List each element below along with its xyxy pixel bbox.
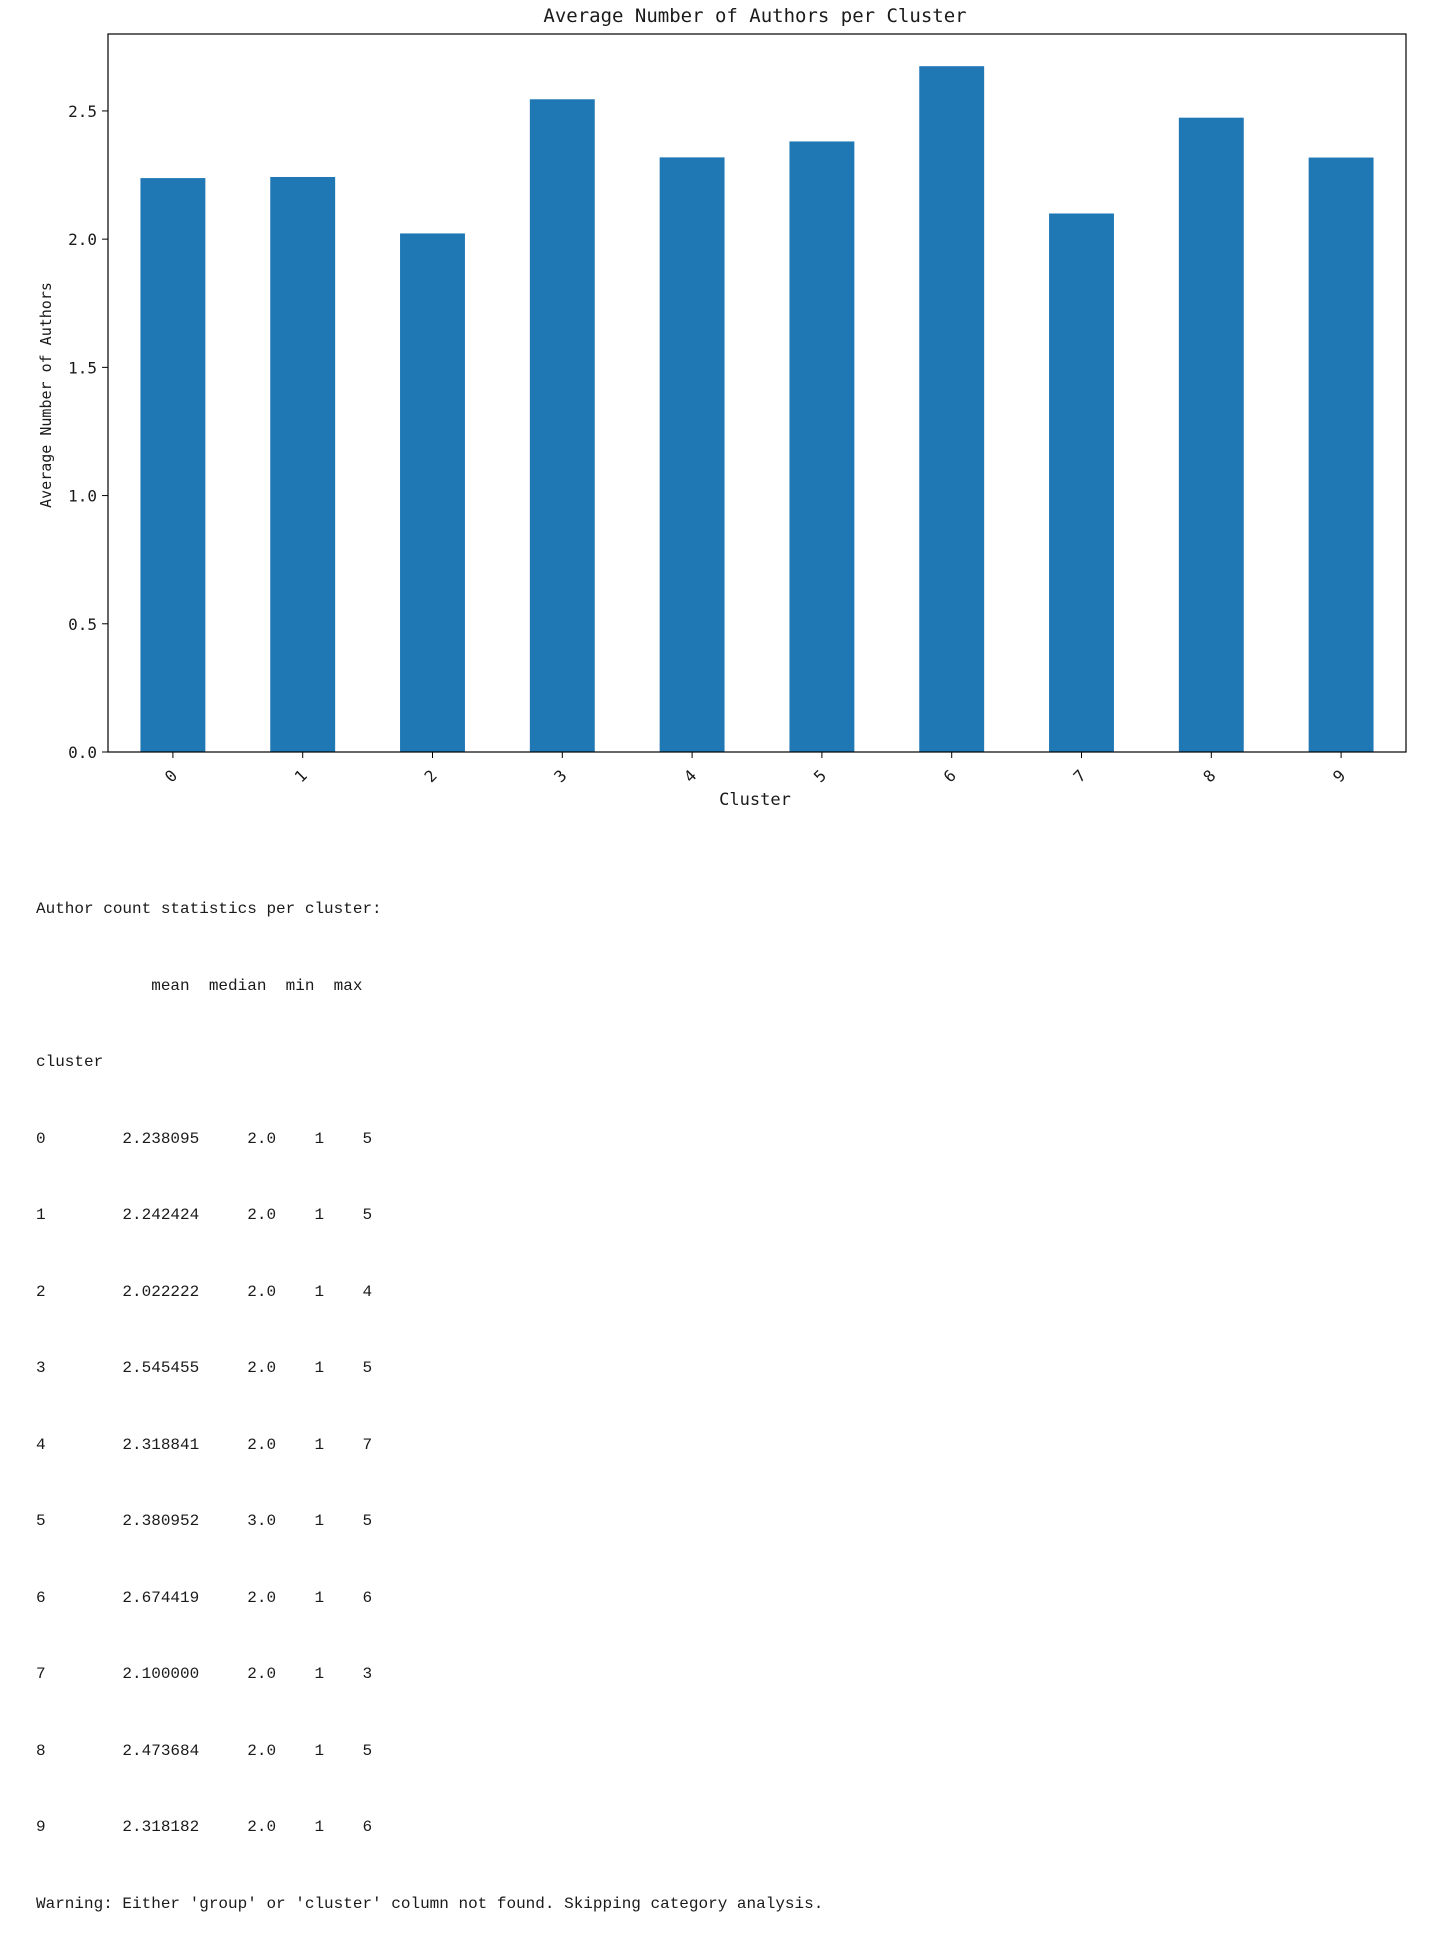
x-tick-label: 6 [940,766,960,786]
bar-cluster-7 [1049,213,1114,752]
chart-svg: Average Number of Authors per Cluster 0.… [37,5,1407,810]
x-tick-label: 7 [1069,766,1089,786]
x-tick-label: 4 [680,766,700,786]
y-tick-label: 1.5 [68,358,97,377]
bar-cluster-4 [659,157,725,752]
x-tick-label: 5 [810,766,830,786]
stats-index-name: cluster [36,1053,104,1071]
x-tick-label: 2 [420,766,440,786]
bar-cluster-0 [140,178,206,753]
stats-row: 0 2.238095 2.0 1 5 [36,1129,373,1148]
stats-row: 9 2.318182 2.0 1 6 [36,1818,373,1836]
plot-frame [107,33,1407,753]
chart-title: Average Number of Authors per Cluster [543,5,966,27]
console-output: Author count statistics per cluster: mea… [36,846,823,1943]
stats-column-header: mean median min max [36,976,363,995]
stats-row: 6 2.674419 2.0 1 6 [36,1588,373,1607]
bar-cluster-6 [919,66,985,752]
stats-row: 3 2.545455 2.0 1 5 [36,1359,373,1377]
stats-heading: Author count statistics per cluster: [36,900,382,918]
x-tick-label: 0 [161,766,181,786]
y-tick-label: 1.0 [68,487,97,506]
y-tick-label: 2.5 [68,102,97,121]
stats-row: 4 2.318841 2.0 1 7 [36,1435,373,1454]
y-tick-label: 0.5 [68,615,97,634]
bar-cluster-5 [789,141,855,752]
x-tick-label: 3 [550,766,570,786]
bar-cluster-1 [270,176,336,753]
bar-cluster-8 [1178,117,1244,753]
stats-row: 1 2.242424 2.0 1 5 [36,1206,373,1224]
y-tick-label: 2.0 [68,230,97,249]
x-tick-label: 9 [1329,766,1349,786]
x-axis-label: Cluster [719,790,791,810]
y-axis: 0.0 0.5 1.0 1.5 2.0 2.5 [68,102,108,762]
stats-row: 2 2.022222 2.0 1 4 [36,1282,373,1301]
stats-row: 8 2.473684 2.0 1 5 [36,1741,373,1760]
x-axis: 0 1 2 3 4 5 6 7 8 9 [161,752,1349,786]
stats-row: 5 2.380952 3.0 1 5 [36,1512,373,1530]
bar-cluster-3 [529,99,595,752]
bar-chart: Average Number of Authors per Cluster 0.… [0,0,1429,820]
bar-cluster-9 [1308,157,1374,753]
x-tick-label: 1 [291,766,311,786]
plot-area [140,66,1374,753]
x-tick-label: 8 [1199,766,1219,786]
bar-cluster-2 [400,233,465,752]
warning-message: Warning: Either 'group' or 'cluster' col… [36,1894,824,1913]
stats-row: 7 2.100000 2.0 1 3 [36,1665,373,1683]
y-tick-label: 0.0 [68,743,97,762]
y-axis-label: Average Number of Authors [37,282,55,508]
